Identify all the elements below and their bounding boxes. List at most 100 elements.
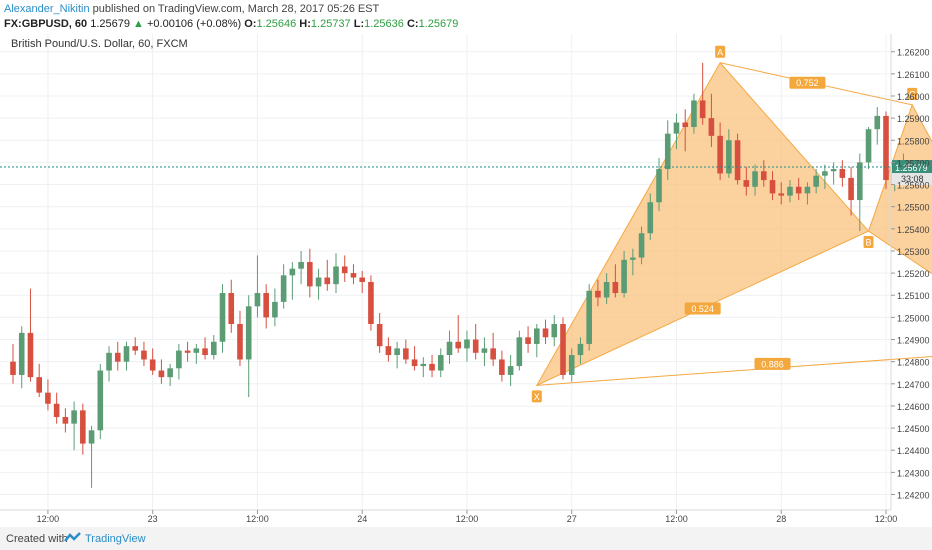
candle — [595, 279, 601, 307]
candle-body — [647, 202, 654, 234]
candle-body — [830, 169, 837, 172]
candle — [27, 288, 34, 382]
candle — [865, 126, 872, 170]
candle — [839, 160, 846, 187]
pattern-triangle-bcd[interactable] — [867, 103, 932, 349]
candle — [376, 312, 383, 353]
candle — [307, 248, 313, 298]
harmonic-pattern[interactable] — [535, 61, 932, 387]
chart-header: Alexander_Nikitin published on TradingVi… — [0, 0, 932, 34]
candle — [114, 341, 121, 371]
candle — [726, 129, 732, 178]
candle — [333, 253, 339, 294]
candle-body — [359, 277, 365, 282]
author-link[interactable]: Alexander_Nikitin — [4, 3, 90, 15]
candle-body — [708, 118, 715, 136]
y-tick-label: 1.25900 — [897, 114, 930, 124]
candle — [341, 255, 348, 282]
candle — [272, 288, 278, 327]
candle — [184, 341, 191, 362]
candle-body — [289, 268, 296, 276]
candle — [778, 182, 785, 205]
candle — [53, 392, 60, 424]
y-tick-label: 1.24200 — [897, 491, 930, 501]
candle — [699, 62, 706, 125]
candle — [210, 335, 217, 360]
y-tick-label: 1.24600 — [897, 402, 930, 412]
candle-body — [560, 324, 566, 375]
candle — [123, 341, 130, 371]
y-tick-label: 1.25400 — [897, 225, 930, 235]
candle-body — [184, 350, 191, 353]
candle-body — [324, 277, 331, 285]
candle-body — [123, 346, 130, 362]
candle — [682, 109, 689, 152]
candle — [883, 111, 889, 189]
candle-body — [490, 348, 496, 360]
candle-body — [839, 169, 846, 178]
x-tick-label: 24 — [357, 514, 367, 524]
high-label: H: — [299, 18, 311, 30]
last-price: 1.25679 — [90, 18, 130, 30]
candle-body — [516, 337, 523, 367]
candle-body — [272, 301, 278, 318]
candle-body — [743, 180, 750, 187]
candle — [245, 295, 252, 398]
candle — [429, 355, 435, 378]
candle — [158, 359, 165, 384]
candle-body — [586, 290, 592, 344]
y-tick-label: 1.24900 — [897, 336, 930, 346]
candle — [403, 339, 409, 364]
candle-body — [638, 233, 645, 258]
x-tick-label: 12:00 — [37, 514, 60, 524]
x-tick-label: 23 — [148, 514, 158, 524]
low-label: L: — [353, 18, 365, 30]
candle — [289, 262, 296, 300]
candle-body — [394, 348, 400, 356]
point-badge-x — [531, 390, 542, 403]
y-tick-label: 1.25600 — [897, 181, 930, 191]
candle — [857, 153, 863, 232]
symbol-label: FX:GBPUSD, 60 — [4, 18, 88, 30]
candle — [673, 113, 680, 150]
candle — [734, 133, 741, 185]
candle-body — [315, 277, 322, 287]
candle-body — [298, 262, 304, 269]
candle-body — [307, 262, 313, 287]
candle — [507, 355, 514, 387]
close-label: C: — [406, 18, 419, 30]
countdown-badge — [892, 173, 932, 186]
candle-body — [865, 129, 872, 163]
candle — [516, 330, 523, 371]
candle — [795, 177, 802, 201]
candle-body — [612, 281, 619, 294]
candle-body — [568, 355, 575, 375]
candle-body — [45, 392, 51, 404]
candle-body — [664, 133, 671, 170]
candle — [193, 343, 200, 364]
x-tick-label: 12:00 — [665, 514, 688, 524]
candle-body — [603, 281, 610, 298]
tradingview-logo-icon — [64, 532, 81, 542]
candle — [752, 164, 758, 196]
candle — [45, 379, 51, 411]
candle-body — [525, 337, 531, 344]
chart-title: British Pound/U.S. Dollar, 60, FXCM — [11, 38, 188, 50]
y-axis[interactable]: 1.26200 1.26100 1.26000 1.25900 1.25800 1.257… — [891, 48, 930, 501]
candle-body — [368, 281, 374, 325]
point-label-b: B — [866, 238, 872, 248]
tradingview-brand-link[interactable]: TradingView — [85, 533, 146, 545]
y-tick-label: 1.25100 — [897, 291, 930, 301]
candle-body — [752, 171, 758, 187]
candle-body — [804, 186, 811, 194]
candle-body — [350, 273, 357, 278]
candle — [603, 273, 610, 305]
candle — [437, 348, 444, 378]
ratio-label: 0.524 — [691, 304, 714, 314]
candle-body — [507, 366, 514, 375]
candle — [647, 193, 654, 240]
candle — [149, 348, 156, 375]
candle — [691, 93, 697, 134]
